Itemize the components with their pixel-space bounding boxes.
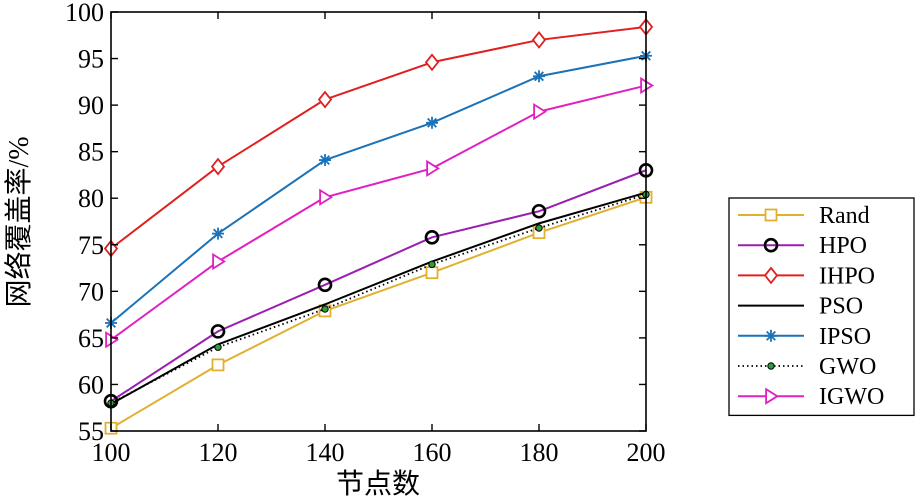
legend-item-ihpo-label: IHPO [819,263,875,289]
y-tick-label: 85 [78,138,104,167]
series-ihpo [103,17,654,258]
series-igwo-line [110,84,647,341]
x-tick-label: 180 [520,438,559,467]
legend-item-hpo-point-marker [763,237,779,253]
series-rand [104,190,653,435]
plot-area [103,17,654,435]
legend-item-pso: PSO [738,294,863,320]
x-tick-label: 100 [92,438,131,467]
legend-item-ihpo: IHPO [738,263,875,289]
y-tick-label: 100 [65,0,104,27]
series-igwo-point-3 [426,159,440,178]
legend-item-igwo-label: IGWO [819,384,884,410]
y-tick-label: 60 [78,370,104,399]
y-tick-label: 65 [78,324,104,353]
legend-item-pso-label: PSO [819,294,863,320]
series-ipso-point-4 [533,70,545,83]
series-hpo-point-1 [210,324,226,339]
y-tick-label: 70 [78,277,104,306]
x-tick-label: 160 [413,438,452,467]
series-gwo-point-3 [428,260,436,269]
x-tick-label: 200 [627,438,666,467]
axes: 100 120 140 160 180 200 55 60 65 70 75 80 85 90 95 100 [65,0,666,467]
x-tick-label: 140 [306,438,345,467]
series-igwo-point-4 [533,103,547,121]
series-ihpo-line [110,25,647,250]
series-hpo-point-2 [317,277,333,293]
legend-box [728,197,915,417]
series-gwo-point-4 [535,224,543,232]
series-rand-point-1 [211,358,225,372]
legend-item-igwo-point-marker [765,387,779,405]
series-ihpo-point-4 [531,30,547,49]
y-tick-label: 75 [78,231,104,260]
series-hpo-line [110,169,647,403]
y-axis-label: 网络覆盖率/% [3,136,35,307]
series-hpo-point-4 [531,203,547,219]
legend-item-gwo-point-marker [767,362,775,370]
y-tick-label: 95 [78,45,104,74]
series-igwo-point-2 [319,188,333,206]
legend-item-ipso-label: IPSO [819,324,871,350]
y-tick-label: 55 [78,417,104,446]
legend-item-gwo-label: GWO [819,354,876,380]
series-ihpo-point-3 [424,53,440,72]
series-gwo-point-2 [321,305,329,313]
series-ihpo-point-2 [317,90,333,109]
x-axis-label: 节点数 [336,468,420,500]
series-gwo-point-1 [214,343,222,351]
y-tick-label: 80 [78,184,104,213]
series-ihpo-point-1 [210,157,226,176]
legend-item-ihpo-point-marker [763,266,779,285]
series-igwo-point-1 [212,252,226,271]
series-pso-line [110,191,647,405]
plot-frame [110,11,647,432]
legend-item-hpo: HPO [738,233,867,259]
legend-item-hpo-label: HPO [819,233,867,259]
series-hpo-point-3 [424,230,440,245]
legend-item-igwo: IGWO [738,384,884,410]
series-ipso-line [110,54,647,324]
series-rand-point-3 [425,266,439,280]
series-pso [110,191,647,405]
series-ipso-point-2 [319,154,331,167]
series-ipso-point-1 [212,227,224,240]
series-igwo [105,76,654,349]
y-tick-label: 90 [78,91,104,120]
legend-item-gwo: GWO [738,354,876,380]
series-ipso-point-3 [426,116,438,129]
legend-item-rand-label: Rand [819,203,870,229]
legend-item-ipso: IPSO [738,324,871,350]
series-rand-line [110,196,647,430]
x-tick-label: 120 [199,438,238,467]
legend-item-rand: Rand [738,203,870,229]
legend-item-rand-point-marker [764,208,778,222]
series-hpo [103,162,654,409]
legend-item-ipso-point-marker [765,329,777,342]
series-gwo-line [110,193,647,404]
legend: Rand HPO IHPO PSO IPSO GWO IGWO [728,197,915,417]
